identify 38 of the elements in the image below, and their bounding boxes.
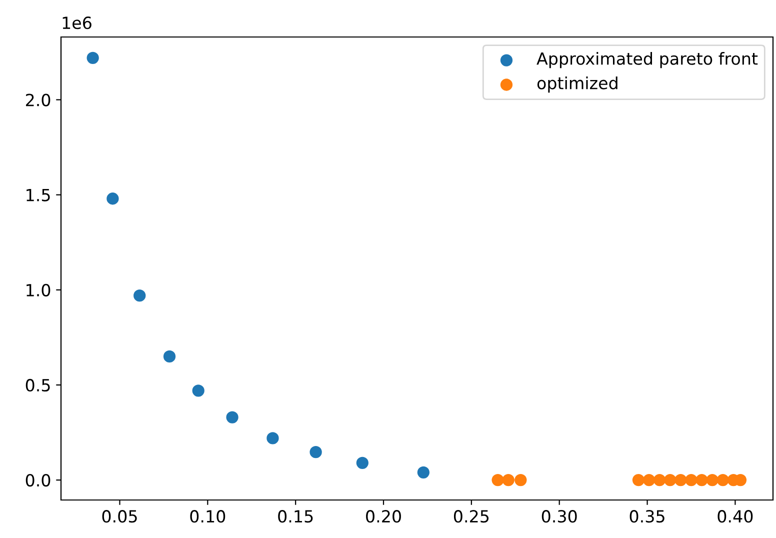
- x-tick-label: 0.10: [190, 510, 226, 523]
- x-tick-label: 0.40: [718, 510, 753, 523]
- y-tick-label: 1.0: [26, 284, 50, 296]
- x-tick-label: 0.25: [454, 510, 489, 523]
- point: [310, 446, 322, 458]
- point: [654, 474, 666, 486]
- point: [134, 290, 146, 302]
- point: [86, 52, 99, 64]
- x-tick-label: 0.35: [630, 510, 664, 523]
- point: [163, 350, 176, 363]
- point: [632, 474, 645, 486]
- point: [106, 192, 119, 205]
- point: [696, 474, 708, 486]
- x-tick-label: 0.15: [278, 510, 313, 523]
- point: [685, 474, 698, 486]
- point: [674, 474, 687, 486]
- y-tick-label: 2.0: [26, 94, 50, 106]
- point: [192, 384, 204, 397]
- point: [664, 474, 676, 486]
- point: [514, 474, 527, 486]
- point: [356, 456, 368, 469]
- x-tick-label: 0.20: [366, 510, 401, 523]
- point: [266, 432, 279, 444]
- y-tick-label: 1.5: [26, 189, 50, 202]
- y-tick-label: 0.5: [26, 378, 50, 392]
- x-tick-label: 0.30: [542, 510, 577, 523]
- point: [492, 474, 504, 486]
- y-tick-label: 0.0: [26, 474, 50, 487]
- text: 1e6: [62, 16, 92, 30]
- point: [716, 474, 729, 486]
- point: [642, 474, 656, 486]
- point: [706, 474, 718, 486]
- point: [502, 474, 514, 486]
- point: [417, 466, 430, 479]
- point: [226, 411, 238, 424]
- legend-label: Approximated pareto front: [536, 52, 758, 68]
- x-tick-label: 0.05: [102, 510, 137, 523]
- legend-label: optimized: [537, 76, 618, 93]
